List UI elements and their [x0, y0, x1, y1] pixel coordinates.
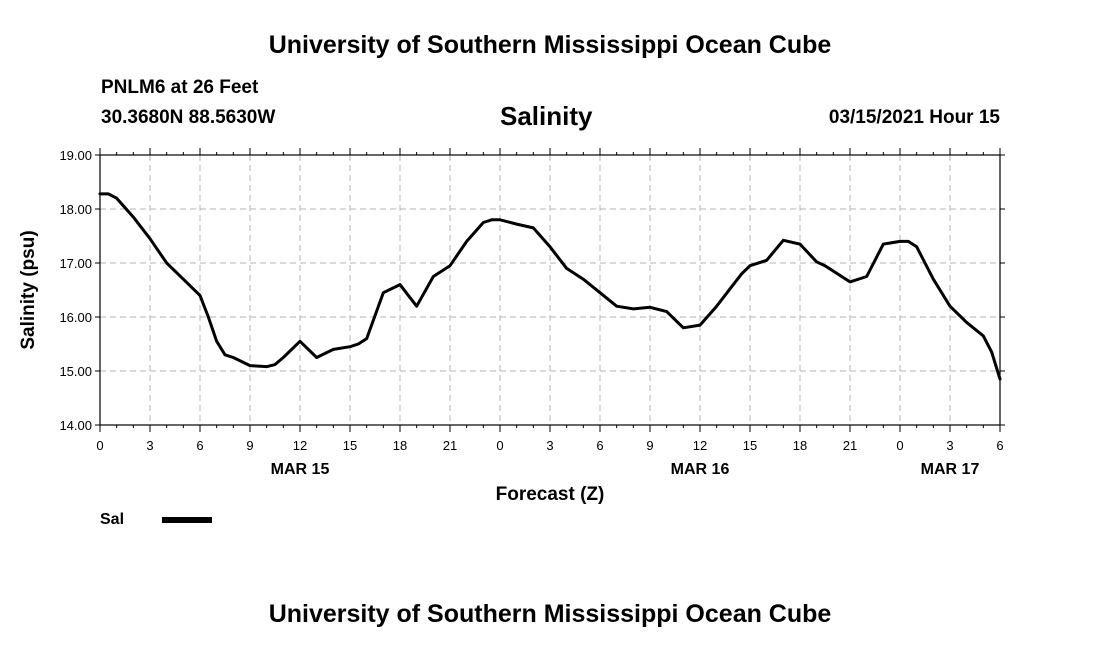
chart-footer-title: University of Southern Mississippi Ocean… — [268, 600, 832, 628]
chart-title: Salinity — [500, 101, 593, 131]
y-axis-label: Salinity (psu) — [18, 230, 39, 349]
x-tick-label: 0 — [496, 438, 503, 453]
station-coordinates: 30.3680N 88.5630W — [101, 107, 276, 128]
x-tick-label: 6 — [996, 438, 1003, 453]
x-tick-label: 15 — [343, 438, 357, 453]
x-tick-label: 3 — [946, 438, 953, 453]
station-label: PNLM6 at 26 Feet — [101, 77, 259, 98]
y-tick-label: 14.00 — [59, 418, 92, 433]
y-tick-label: 19.00 — [59, 148, 92, 163]
date-label: MAR 17 — [921, 461, 980, 478]
x-tick-label: 15 — [743, 438, 757, 453]
y-tick-label: 18.00 — [59, 202, 92, 217]
x-tick-label: 12 — [293, 438, 307, 453]
y-tick-label: 15.00 — [59, 364, 92, 379]
y-tick-label: 16.00 — [59, 310, 92, 325]
x-tick-label: 6 — [596, 438, 603, 453]
x-tick-label: 0 — [896, 438, 903, 453]
x-tick-label: 3 — [146, 438, 153, 453]
axis-ticks — [95, 148, 1005, 432]
axis-tick-labels: 14.00 15.00 16.00 17.00 18.00 19.00 0 3 6 9 12 15 18… — [59, 148, 1003, 478]
salinity-series-line — [98, 192, 1002, 381]
x-tick-label: 21 — [443, 438, 457, 453]
x-tick-label: 0 — [96, 438, 103, 453]
x-tick-label: 9 — [646, 438, 653, 453]
x-tick-label: 21 — [843, 438, 857, 453]
grid-lines — [100, 155, 1000, 425]
x-tick-label: 3 — [546, 438, 553, 453]
legend-label: Sal — [100, 511, 124, 528]
x-axis-label: Forecast (Z) — [496, 484, 605, 505]
y-tick-label: 17.00 — [59, 256, 92, 271]
x-tick-label: 18 — [793, 438, 807, 453]
x-tick-label: 6 — [196, 438, 203, 453]
forecast-timestamp: 03/15/2021 Hour 15 — [828, 107, 1000, 128]
date-label: MAR 16 — [671, 461, 730, 478]
x-tick-label: 9 — [246, 438, 253, 453]
date-label: MAR 15 — [271, 461, 330, 478]
x-tick-label: 12 — [693, 438, 707, 453]
chart-header-title: University of Southern Mississippi Ocean… — [268, 31, 832, 59]
x-tick-label: 18 — [393, 438, 407, 453]
